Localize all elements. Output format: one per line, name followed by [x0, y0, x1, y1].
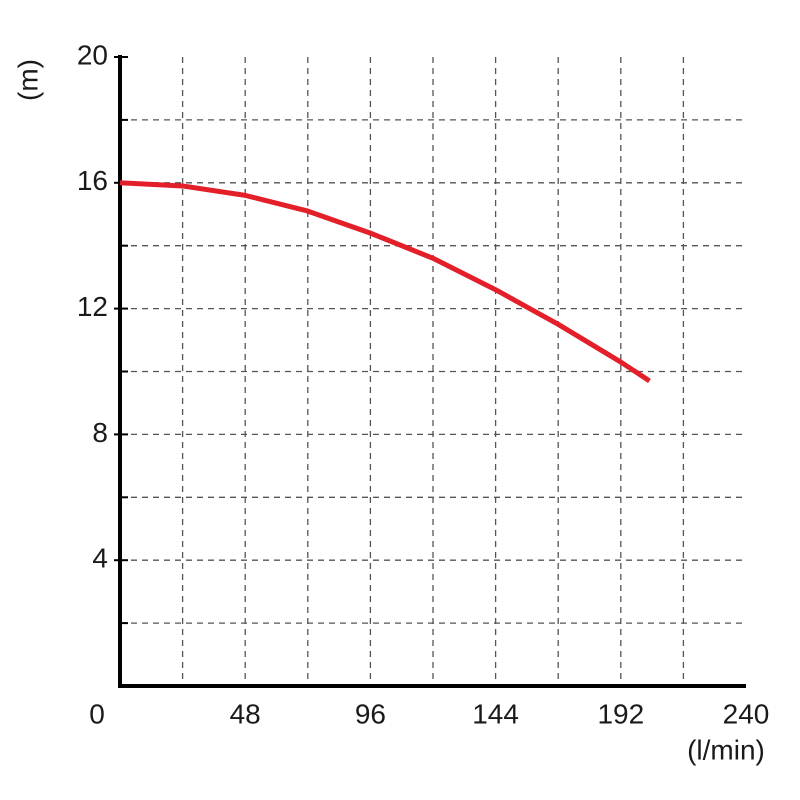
x-tick-label: 240 — [723, 698, 770, 729]
x-tick-label: 192 — [597, 698, 644, 729]
x-axis-label: (l/min) — [687, 734, 765, 765]
x-tick-label: 96 — [355, 698, 386, 729]
x-tick-label: 144 — [472, 698, 519, 729]
y-tick-label: 20 — [77, 39, 108, 70]
data-line — [119, 180, 651, 384]
x-tick-label: 0 — [89, 698, 105, 729]
y-axis-label: (m) — [12, 59, 43, 101]
y-tick-label: 4 — [92, 543, 108, 574]
y-tick-label: 8 — [92, 417, 108, 448]
y-tick-label: 16 — [77, 165, 108, 196]
x-tick-label: 48 — [230, 698, 261, 729]
y-tick-label: 12 — [77, 291, 108, 322]
